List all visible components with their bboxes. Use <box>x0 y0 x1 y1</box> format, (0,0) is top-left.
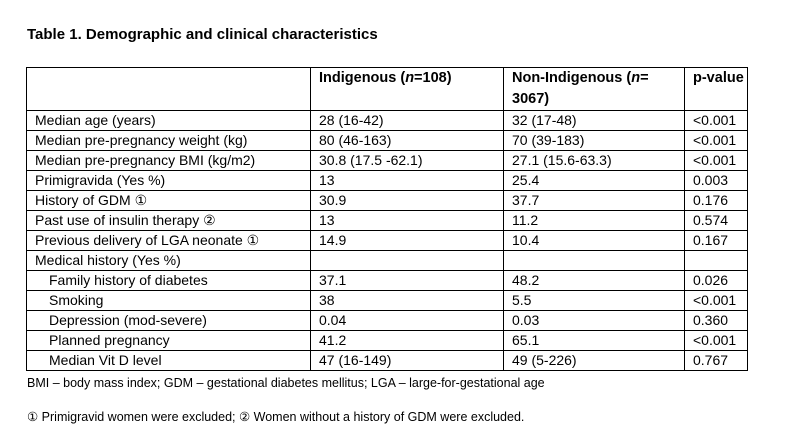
indigenous-value: 37.1 <box>310 270 504 291</box>
non-indigenous-value: 11.2 <box>503 210 685 231</box>
table-row: Past use of insulin therapy ② 13 11.2 0.574 <box>26 210 748 231</box>
table-row: Previous delivery of LGA neonate ① 14.9 10… <box>26 230 748 251</box>
indigenous-value: 0.04 <box>310 310 504 331</box>
exclusions-footnote: ① Primigravid women were excluded; ② Wom… <box>27 410 525 424</box>
indigenous-value <box>310 250 504 271</box>
non-indigenous-value: 5.5 <box>503 290 685 311</box>
table-row: Primigravida (Yes %) 13 25.4 0.003 <box>26 170 748 191</box>
table-title: Table 1. Demographic and clinical charac… <box>27 26 378 43</box>
non-indigenous-value: 0.03 <box>503 310 685 331</box>
abbreviations-footnote: BMI – body mass index; GDM – gestational… <box>27 376 545 390</box>
non-indigenous-value: 49 (5-226) <box>503 350 685 371</box>
table-row: Median pre-pregnancy weight (kg) 80 (46-1… <box>26 130 748 151</box>
non-indigenous-value: 65.1 <box>503 330 685 351</box>
header-p-value: p-value <box>684 67 748 111</box>
non-indigenous-value: 10.4 <box>503 230 685 251</box>
p-value: <0.001 <box>684 330 748 351</box>
non-indigenous-value: 25.4 <box>503 170 685 191</box>
table-row: Medical history (Yes %) <box>26 250 748 271</box>
row-label: History of GDM ① <box>26 190 311 211</box>
p-value: <0.001 <box>684 290 748 311</box>
row-label: Previous delivery of LGA neonate ① <box>26 230 311 251</box>
p-value: 0.176 <box>684 190 748 211</box>
table-row: Planned pregnancy 41.2 65.1 <0.001 <box>26 330 748 351</box>
row-label: Primigravida (Yes %) <box>26 170 311 191</box>
indigenous-value: 47 (16-149) <box>310 350 504 371</box>
p-value <box>684 250 748 271</box>
indigenous-value: 38 <box>310 290 504 311</box>
non-indigenous-value: 37.7 <box>503 190 685 211</box>
indigenous-value: 30.8 (17.5 -62.1) <box>310 150 504 171</box>
table-row: Smoking 38 5.5 <0.001 <box>26 290 748 311</box>
row-label: Smoking <box>26 290 311 311</box>
p-value: 0.767 <box>684 350 748 371</box>
row-label: Median age (years) <box>26 110 311 131</box>
table-row: Median age (years) 28 (16-42) 32 (17-48) <0… <box>26 110 748 131</box>
indigenous-value: 30.9 <box>310 190 504 211</box>
non-indigenous-value <box>503 250 685 271</box>
p-value: 0.026 <box>684 270 748 291</box>
indigenous-value: 80 (46-163) <box>310 130 504 151</box>
row-label: Median Vit D level <box>26 350 311 371</box>
non-indigenous-value: 27.1 (15.6-63.3) <box>503 150 685 171</box>
table-row: Depression (mod-severe) 0.04 0.03 0.360 <box>26 310 748 331</box>
row-label: Median pre-pregnancy BMI (kg/m2) <box>26 150 311 171</box>
non-indigenous-value: 48.2 <box>503 270 685 291</box>
p-value: 0.574 <box>684 210 748 231</box>
row-label: Median pre-pregnancy weight (kg) <box>26 130 311 151</box>
non-indigenous-value: 32 (17-48) <box>503 110 685 131</box>
indigenous-value: 14.9 <box>310 230 504 251</box>
row-label: Planned pregnancy <box>26 330 311 351</box>
row-label: Depression (mod-severe) <box>26 310 311 331</box>
p-value: <0.001 <box>684 110 748 131</box>
p-value: 0.003 <box>684 170 748 191</box>
row-label: Medical history (Yes %) <box>26 250 311 271</box>
indigenous-value: 41.2 <box>310 330 504 351</box>
header-non-indigenous: Non-Indigenous (n= 3067) <box>503 67 685 111</box>
table-row: Median pre-pregnancy BMI (kg/m2) 30.8 (17… <box>26 150 748 171</box>
non-indigenous-value: 70 (39-183) <box>503 130 685 151</box>
indigenous-value: 28 (16-42) <box>310 110 504 131</box>
header-indigenous: Indigenous (n=108) <box>310 67 504 111</box>
p-value: <0.001 <box>684 130 748 151</box>
characteristics-table: Indigenous (n=108) Non-Indigenous (n= 30… <box>26 67 748 371</box>
row-label: Family history of diabetes <box>26 270 311 291</box>
header-row: Indigenous (n=108) Non-Indigenous (n= 30… <box>26 67 748 111</box>
indigenous-value: 13 <box>310 210 504 231</box>
p-value: <0.001 <box>684 150 748 171</box>
table-row: Median Vit D level 47 (16-149) 49 (5-226) 0… <box>26 350 748 371</box>
p-value: 0.360 <box>684 310 748 331</box>
indigenous-value: 13 <box>310 170 504 191</box>
p-value: 0.167 <box>684 230 748 251</box>
row-label: Past use of insulin therapy ② <box>26 210 311 231</box>
table-row: History of GDM ① 30.9 37.7 0.176 <box>26 190 748 211</box>
table-row: Family history of diabetes 37.1 48.2 0.026 <box>26 270 748 291</box>
header-characteristic <box>26 67 311 111</box>
